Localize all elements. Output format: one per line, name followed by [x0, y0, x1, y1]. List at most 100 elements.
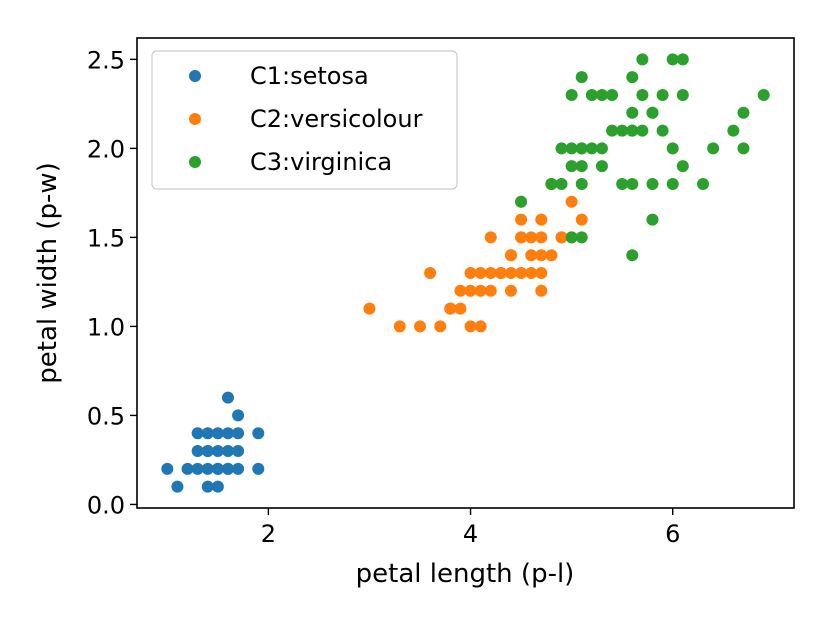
point-virginica: [555, 177, 568, 190]
point-versicolour: [525, 267, 538, 279]
point-versicolour: [474, 284, 487, 297]
point-virginica: [676, 53, 689, 66]
point-versicolour: [474, 320, 487, 333]
y-tick-label: 2.0: [87, 135, 125, 163]
point-versicolour: [535, 267, 548, 279]
point-setosa: [211, 445, 224, 458]
y-axis-label: petal width (p-w): [33, 162, 63, 383]
point-versicolour: [444, 302, 457, 315]
point-setosa: [201, 445, 214, 458]
point-versicolour: [525, 249, 538, 262]
legend-label-versicolour: C2:versicolour: [250, 105, 423, 133]
point-virginica: [585, 88, 598, 101]
point-virginica: [636, 124, 649, 137]
point-virginica: [676, 160, 689, 173]
point-setosa: [232, 445, 245, 458]
point-virginica: [565, 160, 578, 173]
point-setosa: [191, 462, 204, 475]
point-versicolour: [535, 213, 548, 226]
point-virginica: [575, 142, 588, 155]
point-virginica: [595, 88, 608, 101]
point-versicolour: [515, 231, 528, 244]
point-versicolour: [545, 249, 558, 262]
point-versicolour: [525, 231, 538, 244]
point-virginica: [757, 88, 770, 101]
point-setosa: [221, 445, 234, 458]
point-virginica: [606, 88, 619, 101]
point-virginica: [626, 177, 639, 190]
point-versicolour: [575, 213, 588, 226]
point-versicolour: [504, 249, 517, 262]
point-virginica: [666, 142, 679, 155]
legend-label-virginica: C3:virginica: [250, 148, 392, 176]
y-tick-label: 1.0: [87, 313, 125, 341]
point-virginica: [595, 142, 608, 155]
x-axis-label: petal length (p-l): [356, 559, 575, 589]
x-tick-label: 2: [261, 520, 276, 548]
point-virginica: [626, 106, 639, 119]
point-versicolour: [414, 320, 427, 333]
point-virginica: [575, 71, 588, 84]
legend-label-setosa: C1:setosa: [250, 62, 369, 90]
point-virginica: [666, 177, 679, 190]
y-tick-label: 2.5: [87, 46, 125, 74]
point-virginica: [727, 124, 740, 137]
point-virginica: [575, 231, 588, 244]
point-versicolour: [474, 267, 487, 279]
point-versicolour: [484, 267, 497, 279]
point-versicolour: [484, 231, 497, 244]
point-virginica: [626, 249, 639, 262]
point-virginica: [555, 142, 568, 155]
point-setosa: [201, 462, 214, 475]
point-virginica: [575, 160, 588, 173]
point-virginica: [565, 142, 578, 155]
point-virginica: [616, 177, 629, 190]
point-versicolour: [393, 320, 406, 333]
y-tick-label: 1.5: [87, 224, 125, 252]
point-setosa: [232, 427, 245, 440]
point-virginica: [737, 142, 750, 155]
point-versicolour: [484, 284, 497, 297]
y-tick-label: 0.0: [87, 491, 125, 519]
point-versicolour: [535, 284, 548, 297]
point-setosa: [211, 462, 224, 475]
point-setosa: [191, 427, 204, 440]
point-versicolour: [464, 320, 477, 333]
point-versicolour: [454, 302, 467, 315]
point-setosa: [211, 427, 224, 440]
point-setosa: [171, 480, 184, 493]
x-tick-label: 4: [463, 520, 478, 548]
point-versicolour: [535, 249, 548, 262]
point-virginica: [575, 177, 588, 190]
point-versicolour: [504, 284, 517, 297]
point-versicolour: [464, 284, 477, 297]
point-setosa: [252, 462, 265, 475]
axis-ticks: 2 4 6 0.0 0.5 1.0 1.5 2.0 2.5: [87, 46, 681, 548]
point-virginica: [616, 124, 629, 137]
point-versicolour: [434, 320, 447, 333]
y-tick-label: 0.5: [87, 402, 125, 430]
point-setosa: [191, 445, 204, 458]
point-virginica: [606, 124, 619, 137]
point-virginica: [545, 177, 558, 190]
point-virginica: [656, 88, 669, 101]
point-virginica: [737, 106, 750, 119]
point-virginica: [666, 53, 679, 66]
point-setosa: [221, 427, 234, 440]
point-virginica: [656, 124, 669, 137]
point-versicolour: [515, 213, 528, 226]
point-virginica: [565, 231, 578, 244]
point-virginica: [636, 53, 649, 66]
point-setosa: [252, 427, 265, 440]
point-virginica: [595, 160, 608, 173]
point-setosa: [201, 427, 214, 440]
point-setosa: [161, 462, 174, 475]
point-setosa: [221, 462, 234, 475]
plot-frame: [136, 37, 795, 509]
point-virginica: [646, 106, 659, 119]
point-virginica: [676, 88, 689, 101]
point-versicolour: [494, 267, 507, 279]
point-virginica: [646, 177, 659, 190]
legend: C1:setosa C2:versicolour C3:virginica: [151, 50, 458, 190]
